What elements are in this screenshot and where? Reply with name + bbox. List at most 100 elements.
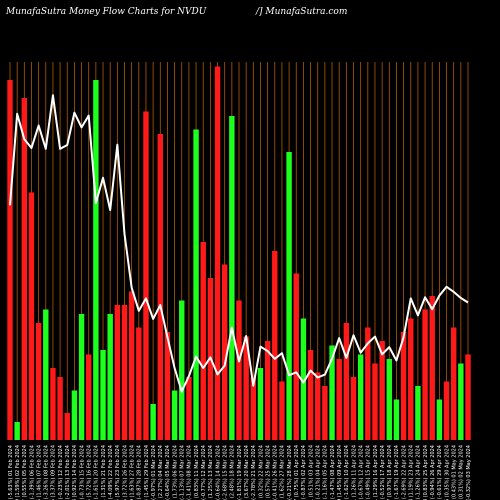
flow-bar bbox=[465, 354, 471, 440]
x-tick-label: 108.37 (0.75%) 01 Apr 2024 bbox=[294, 445, 300, 500]
x-tick-label: 126.11 (-3.26%) 08 Feb 2024 bbox=[44, 445, 50, 500]
x-tick-label: 108.51 (0.51%) 03 Apr 2024 bbox=[308, 445, 314, 500]
flow-bar bbox=[57, 377, 63, 440]
x-tick-label: 114.33 (0.83%) 25 Apr 2024 bbox=[423, 445, 429, 500]
flow-bar bbox=[93, 80, 99, 440]
x-tick-labels: 121.63 (-5.63%) 01 Feb 2024 128.89 (1.59%… bbox=[8, 445, 472, 500]
x-tick-label: 113.38 (-0.94%) 26 Apr 2024 bbox=[430, 445, 436, 500]
x-tick-label: 127.96 (1.46%) 07 Feb 2024 bbox=[36, 445, 42, 500]
x-tick-label: 108.14 (-0.21%) 28 Mar 2024 bbox=[287, 445, 293, 500]
flow-bar bbox=[35, 323, 42, 440]
flow-bar bbox=[436, 399, 443, 440]
flow-bar bbox=[422, 309, 428, 440]
flow-bars bbox=[7, 66, 471, 440]
flow-bar bbox=[408, 318, 414, 440]
x-tick-label: 113.71 (2.27%) 04 Mar 2024 bbox=[158, 445, 164, 500]
flow-bar bbox=[415, 386, 421, 440]
flow-bar bbox=[21, 98, 28, 440]
flow-bar bbox=[136, 327, 142, 440]
x-tick-label: 109.51 (-1.62%) 10 Apr 2024 bbox=[344, 445, 350, 500]
x-tick-label: 111.09 (1.45%) 09 Apr 2024 bbox=[337, 445, 343, 500]
x-tick-label: 111.25 (3.67%) 20 Mar 2024 bbox=[244, 445, 250, 500]
flow-bar bbox=[250, 377, 257, 440]
flow-bar bbox=[343, 323, 350, 440]
flow-bar bbox=[221, 264, 228, 440]
flow-bar bbox=[279, 381, 285, 440]
price-line bbox=[9, 94, 469, 393]
flow-bar bbox=[28, 192, 35, 440]
x-tick-label: 111.16 (-2.69%) 22 Apr 2024 bbox=[401, 445, 407, 500]
flow-bar bbox=[400, 332, 407, 440]
x-tick-label: 107.31 (-2.78%) 21 Mar 2024 bbox=[251, 445, 257, 500]
x-tick-label: 108.90 (-2.68%) 15 Mar 2024 bbox=[222, 445, 228, 500]
flow-bar bbox=[71, 390, 78, 440]
x-tick-label: 108.19 (-1.16%) 05 Apr 2024 bbox=[323, 445, 329, 500]
flow-bar bbox=[114, 305, 121, 440]
flow-bar bbox=[229, 116, 235, 440]
x-tick-label: 110.67 (-0.49%) 15 Apr 2024 bbox=[366, 445, 372, 500]
site-label: /] MunafaSutra.com bbox=[255, 7, 347, 17]
x-tick-label: 109.24 (-1.81%) 19 Mar 2024 bbox=[237, 445, 243, 500]
x-tick-label: 108.07 (-1.41%) 08 Mar 2024 bbox=[187, 445, 193, 500]
flow-bar bbox=[14, 422, 20, 440]
x-tick-label: 115.09 (1.63%) 27 Feb 2024 bbox=[129, 445, 135, 500]
x-tick-label: 109.55 (1.25%) 13 Mar 2024 bbox=[208, 445, 214, 500]
x-tick-label: 128.98 (0.92%) 14 Feb 2024 bbox=[72, 445, 78, 500]
x-tick-label: 114.24 (1.19%) 23 Apr 2024 bbox=[409, 445, 415, 500]
flow-bar bbox=[214, 66, 221, 440]
x-tick-label: 107.96 (-0.21%) 04 Apr 2024 bbox=[316, 445, 322, 500]
flow-bar bbox=[322, 386, 328, 440]
flow-bar bbox=[429, 296, 435, 440]
x-tick-label: 111.31 (1.26%) 11 Apr 2024 bbox=[351, 445, 357, 500]
x-tick-label: 128.75 (5.72%) 16 Feb 2024 bbox=[87, 445, 93, 500]
x-tick-label: 119.36 (3.72%) 26 Feb 2024 bbox=[122, 445, 128, 500]
x-tick-label: 114.76 (0.43%) 01 May 2024 bbox=[451, 445, 457, 500]
flow-bar bbox=[243, 336, 249, 440]
flow-bar bbox=[179, 300, 185, 440]
flow-bar bbox=[193, 129, 199, 440]
flow-bar bbox=[365, 327, 371, 440]
flow-bar bbox=[336, 359, 342, 440]
x-tick-label: 111.21 (1.29%) 16 Apr 2024 bbox=[373, 445, 379, 500]
x-tick-label: 126.41 (-2.01%) 13 Feb 2024 bbox=[65, 445, 71, 500]
x-tick-label: 108.21 (-0.64%) 14 Mar 2024 bbox=[215, 445, 221, 500]
flow-bar bbox=[150, 404, 156, 440]
flow-bar bbox=[307, 350, 314, 440]
x-tick-label: 111.93 (2.48%) 18 Mar 2024 bbox=[230, 445, 236, 500]
x-tick-label: 112.61 (-0.97%) 01 Mar 2024 bbox=[151, 445, 157, 500]
flow-bar bbox=[293, 273, 299, 440]
flow-bar bbox=[100, 350, 106, 440]
flow-bar bbox=[186, 377, 192, 440]
x-tick-label: 126.18 (-1.39%) 06 Feb 2024 bbox=[29, 445, 35, 500]
flow-bar bbox=[7, 80, 13, 440]
x-tick-label: 130.36 (3.37%) 09 Feb 2024 bbox=[51, 445, 57, 500]
flow-bar bbox=[329, 345, 335, 440]
x-tick-label: 109.62 (0.83%) 11 Mar 2024 bbox=[194, 445, 200, 500]
flow-bar bbox=[64, 413, 70, 440]
x-tick-label: 113.91 (-0.32%) 03 May 2024 bbox=[466, 445, 472, 500]
x-tick-label: 126.87 (0.55%) 05 Feb 2024 bbox=[22, 445, 28, 500]
x-tick-label: 108.71 (1.73%) 06 Mar 2024 bbox=[172, 445, 178, 500]
x-tick-label: 114.27 (0.31%) 02 May 2024 bbox=[459, 445, 465, 500]
x-tick-label: 110.37 (0.97%) 18 Apr 2024 bbox=[387, 445, 393, 500]
flow-bar bbox=[43, 309, 49, 440]
flow-bar bbox=[272, 251, 278, 440]
flow-bar bbox=[450, 327, 457, 440]
flow-bar bbox=[107, 314, 113, 440]
flow-bar bbox=[300, 318, 307, 440]
flow-bar bbox=[50, 368, 56, 440]
x-tick-label: 114.46 (-0.61%) 29 Apr 2024 bbox=[437, 445, 443, 500]
flow-bar bbox=[357, 354, 364, 440]
flow-bar bbox=[157, 134, 163, 440]
x-tick-label: 109.89 (1.62%) 27 Mar 2024 bbox=[280, 445, 286, 500]
flow-bar bbox=[393, 399, 400, 440]
x-tick-label: 110.06 (0.57%) 25 Mar 2024 bbox=[265, 445, 271, 500]
x-tick-label: 113.25 (-0.87%) 28 Feb 2024 bbox=[137, 445, 143, 500]
x-tick-label: 115.16 (0.35%) 30 Apr 2024 bbox=[444, 445, 450, 500]
flow-bar bbox=[164, 332, 171, 440]
x-tick-label: 108.71 (-0.77%) 12 Mar 2024 bbox=[201, 445, 207, 500]
x-tick-label: 128.89 (1.59%) 02 Feb 2024 bbox=[15, 445, 21, 500]
flow-bar bbox=[171, 390, 178, 440]
x-tick-label: 123.81 (1.31%) 21 Feb 2024 bbox=[101, 445, 107, 500]
flow-bar bbox=[121, 305, 128, 440]
